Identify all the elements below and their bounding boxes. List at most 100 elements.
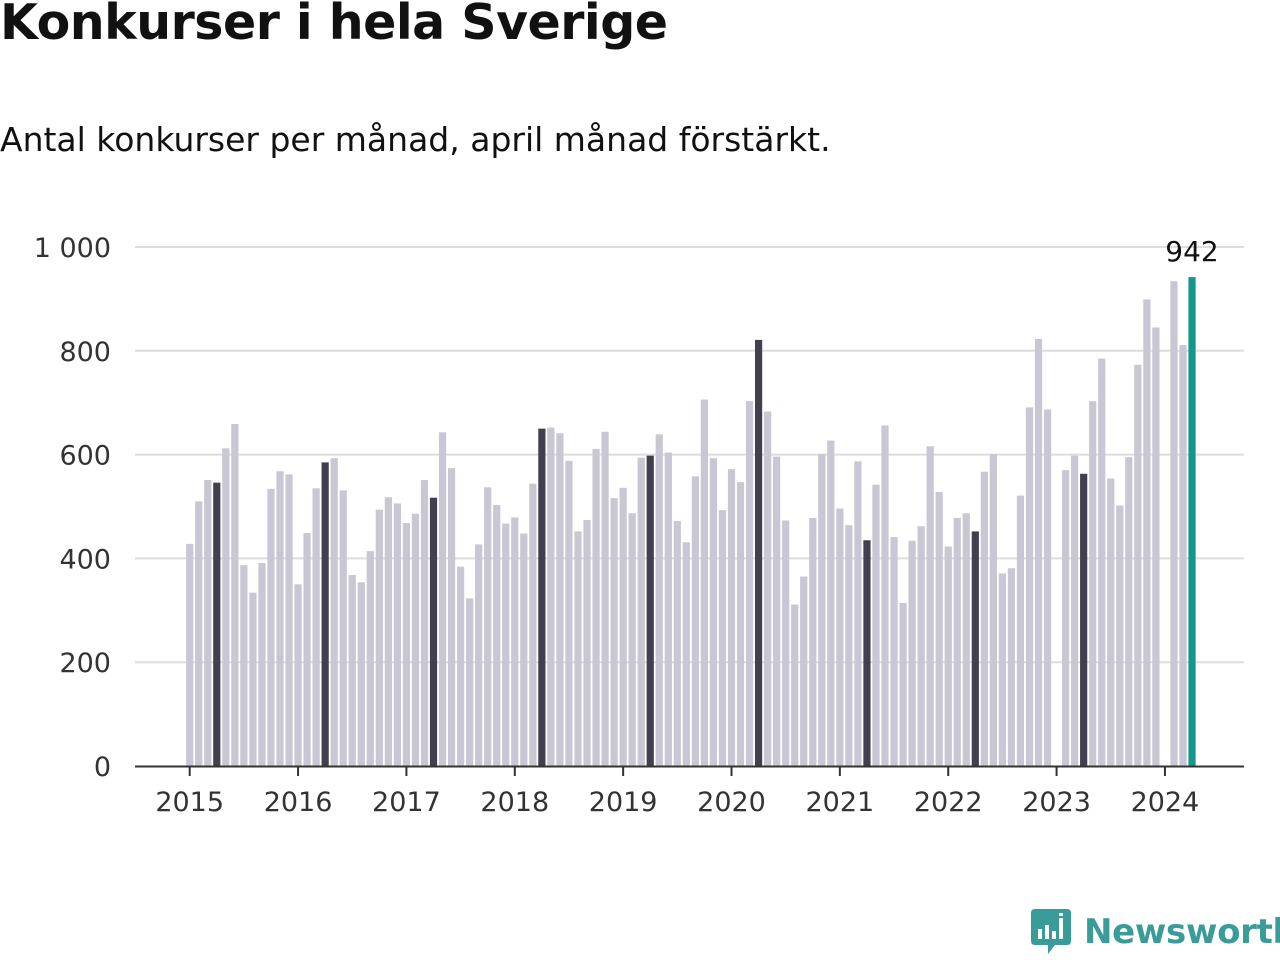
x-tick-label: 2022 xyxy=(914,787,983,818)
bar xyxy=(998,573,1006,766)
brand-name: Newsworthy xyxy=(1084,912,1280,952)
bar xyxy=(285,474,293,766)
y-tick-label: 800 xyxy=(59,337,111,368)
bar xyxy=(348,575,356,766)
bar xyxy=(375,509,383,766)
bar xyxy=(727,469,736,766)
bar xyxy=(962,513,970,766)
bar xyxy=(1080,473,1088,766)
y-tick-label: 400 xyxy=(59,544,111,575)
bar xyxy=(899,603,907,766)
bar xyxy=(800,576,808,766)
bar xyxy=(845,525,853,766)
bar xyxy=(393,503,401,766)
bar xyxy=(944,546,952,766)
bar xyxy=(556,433,564,766)
bar xyxy=(520,533,528,766)
bar xyxy=(511,517,519,766)
bar xyxy=(186,543,194,766)
bar xyxy=(1098,358,1106,766)
bar xyxy=(583,519,591,766)
bar xyxy=(709,458,718,766)
bar xyxy=(764,411,772,766)
bar xyxy=(1107,478,1115,766)
bar xyxy=(321,462,329,766)
bar xyxy=(908,540,916,766)
x-tick-label: 2019 xyxy=(589,787,658,818)
x-tick-label: 2017 xyxy=(372,787,441,818)
latest-value-label: 942 xyxy=(1165,235,1218,268)
bar xyxy=(1134,364,1142,766)
bar xyxy=(971,531,979,766)
chart-subtitle: Antal konkurser per månad, april månad f… xyxy=(0,120,831,159)
bar xyxy=(330,458,338,766)
bar xyxy=(646,455,654,766)
bar xyxy=(827,440,835,766)
bar xyxy=(917,526,925,766)
bar xyxy=(791,604,799,766)
bar xyxy=(926,446,934,766)
bar xyxy=(1025,407,1034,766)
y-tick-label: 200 xyxy=(59,648,111,679)
bar xyxy=(700,399,709,766)
bar xyxy=(718,510,727,766)
bar xyxy=(231,423,239,766)
bar xyxy=(890,537,898,766)
bar xyxy=(953,517,961,766)
bar xyxy=(258,563,266,766)
bar xyxy=(1125,457,1133,766)
bar xyxy=(204,480,212,766)
bar xyxy=(754,339,763,766)
x-tick-label: 2023 xyxy=(1022,787,1091,818)
bar xyxy=(384,497,392,766)
bar xyxy=(420,480,429,766)
x-tick-label: 2020 xyxy=(697,787,766,818)
bars xyxy=(186,277,1196,766)
bar xyxy=(411,513,420,766)
bar xyxy=(484,487,492,766)
bar xyxy=(213,482,221,766)
bar xyxy=(438,432,447,766)
bar xyxy=(222,448,230,766)
y-tick-label: 600 xyxy=(59,441,111,472)
bar xyxy=(547,427,555,766)
bar xyxy=(655,434,663,766)
bar xyxy=(989,454,997,766)
bar xyxy=(809,517,817,766)
bar xyxy=(836,508,844,766)
bar xyxy=(1071,455,1079,766)
bar xyxy=(592,448,600,766)
bar xyxy=(1116,505,1124,766)
bar xyxy=(294,584,302,766)
bar xyxy=(935,491,943,766)
bar xyxy=(1034,338,1043,766)
bar xyxy=(195,501,203,766)
bar xyxy=(249,592,257,766)
bar xyxy=(402,523,411,766)
bar xyxy=(1007,568,1016,766)
bar xyxy=(538,428,546,766)
bar xyxy=(529,483,537,766)
bar xyxy=(610,498,618,766)
bar xyxy=(601,431,609,766)
bar xyxy=(619,487,627,766)
bar xyxy=(682,542,690,766)
bar xyxy=(339,490,347,766)
bar xyxy=(782,520,790,766)
bar xyxy=(357,582,365,766)
bar xyxy=(980,471,988,766)
bar xyxy=(628,513,636,766)
bar xyxy=(691,476,699,766)
bar xyxy=(1188,277,1196,766)
bar xyxy=(574,531,582,766)
bar xyxy=(1016,495,1025,766)
bar xyxy=(736,482,745,766)
bar-chart-speech-bubble-icon xyxy=(1031,909,1071,954)
x-tick-label: 2016 xyxy=(264,787,333,818)
x-tick-label: 2024 xyxy=(1131,787,1200,818)
bar xyxy=(818,454,826,766)
bar xyxy=(1043,409,1052,766)
bar xyxy=(565,460,573,766)
bar xyxy=(854,461,862,766)
